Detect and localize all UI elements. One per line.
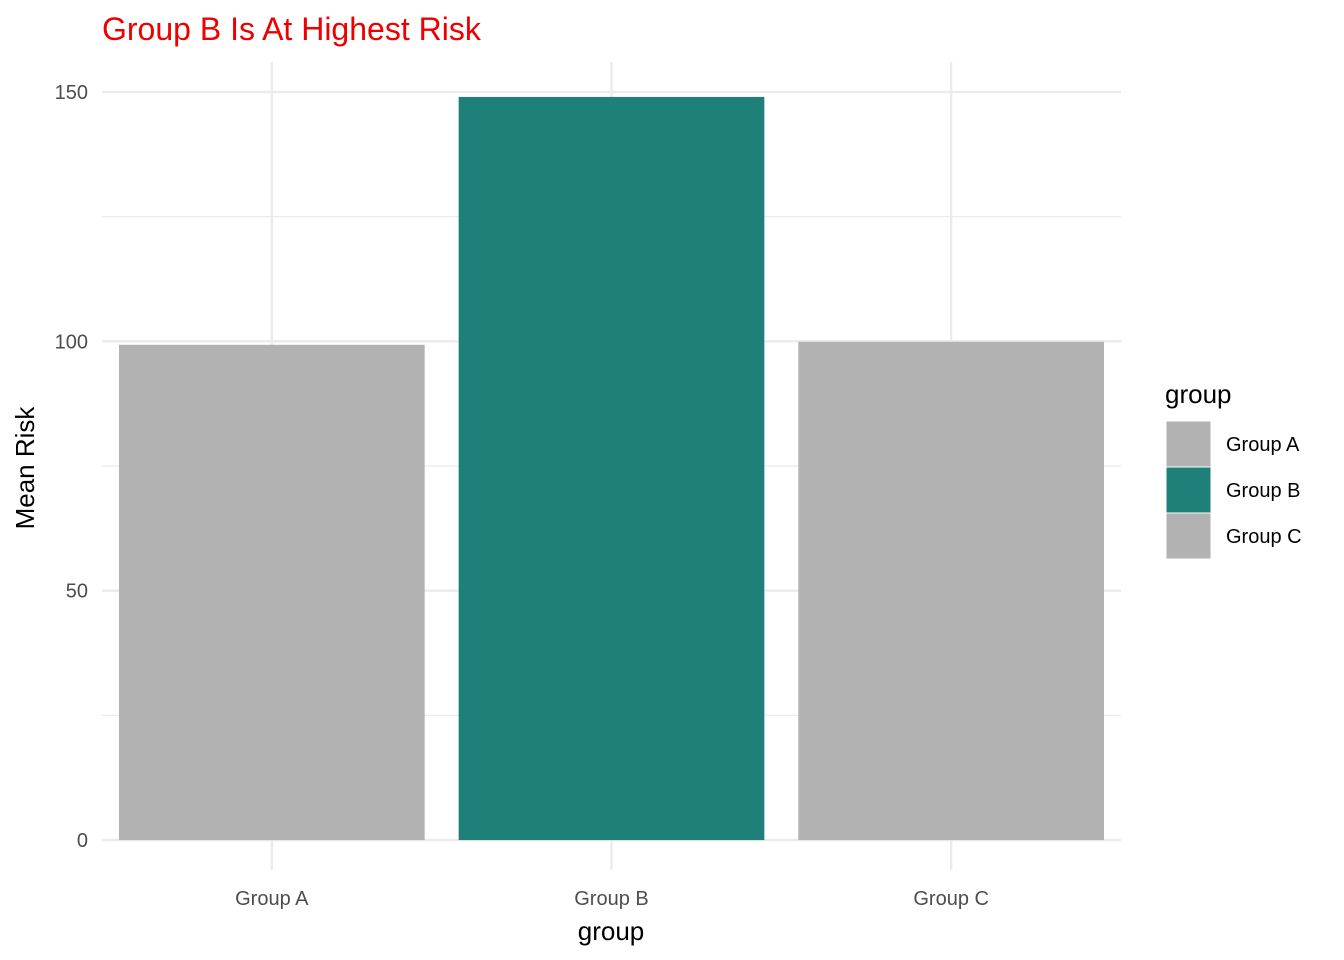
legend-key: [1165, 420, 1212, 468]
y-axis-ticks: 0 50 100 150: [55, 82, 88, 852]
y-axis-title: Mean Risk: [10, 406, 40, 530]
x-tick-label: Group B: [574, 888, 648, 910]
legend-items: Group A Group B Group C: [1165, 420, 1302, 560]
legend-label: Group C: [1226, 526, 1302, 548]
bars: [118, 96, 1105, 841]
y-tick-label: 150: [55, 82, 88, 104]
legend-key: [1165, 466, 1212, 514]
x-axis-ticks: Group A Group B Group C: [235, 888, 989, 910]
chart-title: Group B Is At Highest Risk: [102, 11, 482, 47]
y-tick-label: 50: [66, 581, 88, 603]
legend: group Group A Group B Group C: [1165, 379, 1302, 560]
x-tick-label: Group C: [913, 888, 989, 910]
legend-key: [1165, 512, 1212, 560]
y-tick-label: 0: [77, 830, 88, 852]
legend-label: Group A: [1226, 434, 1300, 456]
bar-group-c: [798, 341, 1105, 841]
y-tick-label: 100: [55, 331, 88, 353]
legend-label: Group B: [1226, 480, 1300, 502]
bar-group-a: [118, 344, 425, 841]
x-axis-title: group: [578, 916, 645, 946]
bar-group-b: [458, 96, 765, 841]
x-tick-label: Group A: [235, 888, 309, 910]
legend-title: group: [1165, 379, 1232, 409]
